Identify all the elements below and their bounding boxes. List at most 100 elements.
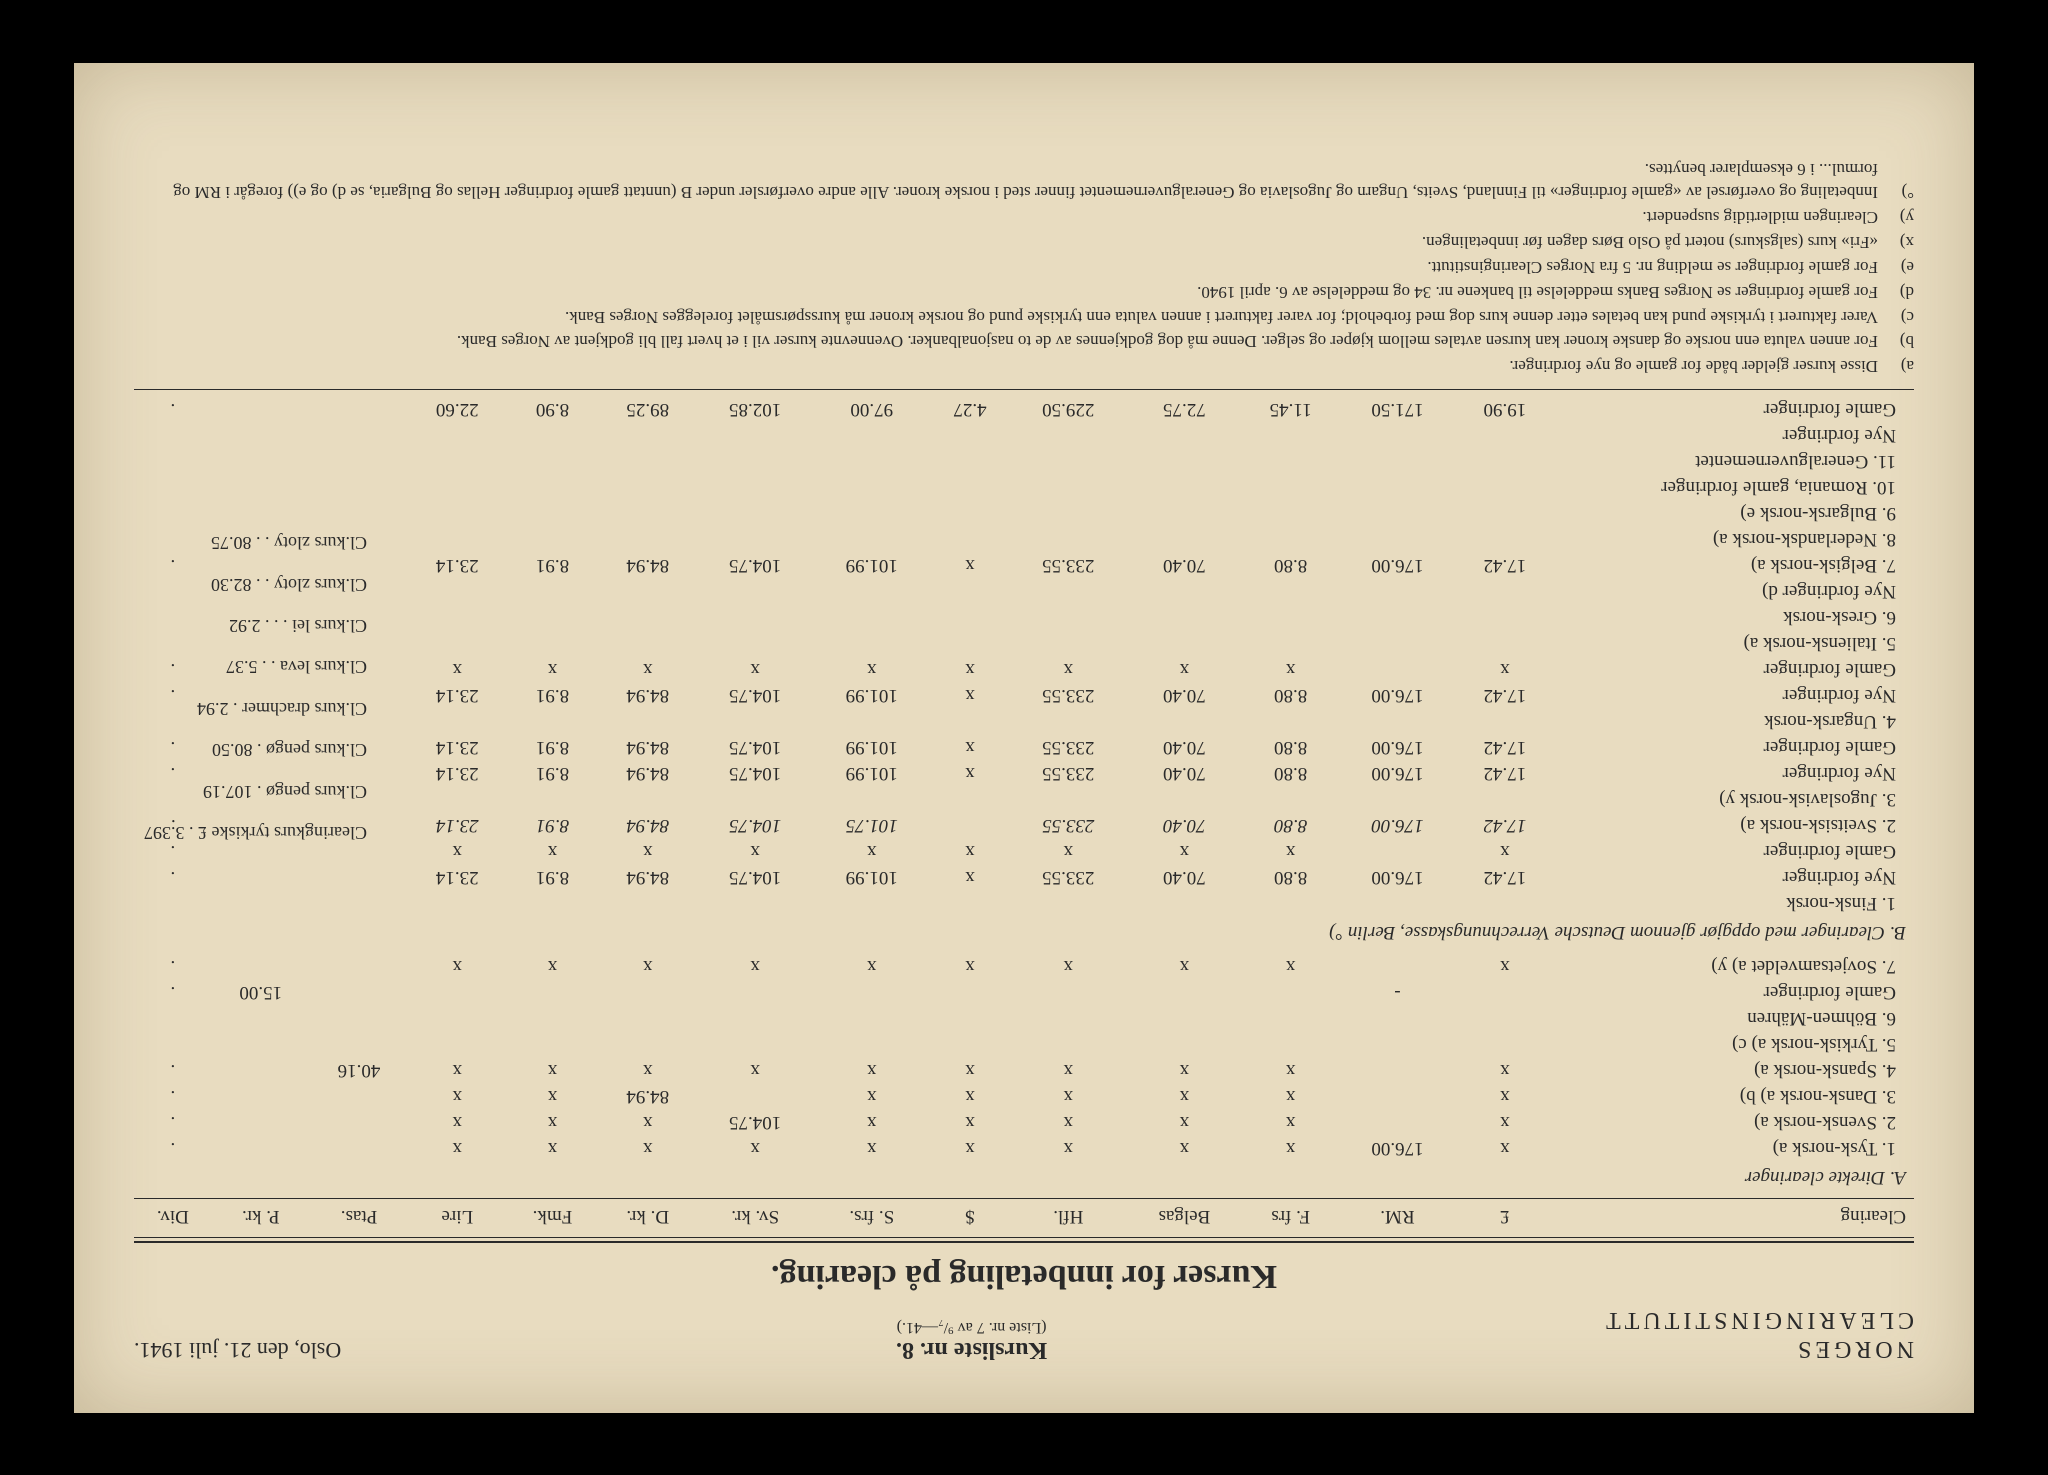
footnote-tag: e) [1878,254,1914,277]
cell: x [506,1135,598,1161]
side-note: Clearingkurs tyrkiske £ . 3.397 [144,811,367,852]
cell: 104.75 [697,760,814,786]
cell [310,1109,408,1135]
row-label: Nye fordringer d) [1554,578,1914,604]
cell: 70.40 [1127,734,1243,760]
cell [1339,1057,1456,1083]
cell [813,474,930,500]
cell: x [1456,1057,1554,1083]
cell [212,474,310,500]
cell [408,526,506,552]
cell [1127,630,1243,656]
footnote-text: «Fri» kurs (salgskurs) notert på Oslo Bø… [1422,229,1878,252]
footnote: °)Innbetaling og overførsel av «gamle fo… [134,156,1914,202]
cell: 11.45 [1242,396,1339,422]
cell [1339,1031,1456,1057]
cell: . [134,396,212,422]
cell: x [697,953,814,979]
cell: 84.94 [599,760,697,786]
table-row: Nye fordringer [134,422,1914,448]
cell: 70.40 [1127,864,1243,890]
cell [408,1005,506,1031]
cell: x [599,838,697,864]
table-row: 4. Spansk-norsk a)xxxxxxxxxx40.16. [134,1057,1914,1083]
cell: x [930,552,1010,578]
cell: x [1127,838,1243,864]
cell [134,1031,212,1057]
liste-number: Kursliste nr. 8. [896,1336,1047,1363]
row-label: 3. Jugoslavisk-norsk y) [1554,786,1914,812]
cell [1456,526,1554,552]
cell: 70.40 [1127,760,1243,786]
side-note: Cl.kurs pengø . 107.19 [144,770,367,811]
cell: 23.14 [408,760,506,786]
footnote-tag: c) [1878,304,1914,327]
cell: x [930,953,1010,979]
cell: . [134,953,212,979]
column-header: Hfl. [1010,1198,1127,1233]
cell: 70.40 [1127,682,1243,708]
cell [1127,890,1243,916]
header: NORGES CLEARINGINSTITUTT Kursliste nr. 8… [134,1305,1914,1363]
cell [813,604,930,630]
cell [1010,786,1127,812]
cell [599,890,697,916]
cell [212,1135,310,1161]
side-note: Cl.kurs lei . . . 2.92 [144,604,367,645]
cell [134,448,212,474]
cell [930,604,1010,630]
cell: 84.94 [599,734,697,760]
cell [506,630,598,656]
footnote-text: Clearingen midlertidig suspendert. [1642,204,1878,227]
cell: 176.00 [1339,552,1456,578]
cell [599,578,697,604]
footnote-text: Disse kurser gjelder både for gamle og n… [1509,354,1878,377]
cell [813,578,930,604]
footnote-text: Varer fakturert i tyrkiske pund kan beta… [565,304,1878,327]
cell: x [930,682,1010,708]
side-note: Cl.kurs zloty . . 80.75 [144,521,367,562]
cell [1456,708,1554,734]
cell [599,448,697,474]
cell: x [506,838,598,864]
cell [212,890,310,916]
column-header: £ [1456,1198,1554,1233]
cell: x [1456,953,1554,979]
cell: x [599,953,697,979]
cell [310,1083,408,1109]
cell [134,890,212,916]
cell: 176.00 [1339,682,1456,708]
cell [1242,708,1339,734]
cell: 101.99 [813,552,930,578]
cell [506,448,598,474]
cell [506,1031,598,1057]
cell: 101.99 [813,864,930,890]
cell [310,396,408,422]
cell [1127,500,1243,526]
cell: x [930,1135,1010,1161]
cell [310,474,408,500]
cell: 101.99 [813,682,930,708]
cell [1010,1031,1127,1057]
cell: 70.40 [1127,812,1243,838]
table-row: 11. Generalguvernementet [134,448,1914,474]
cell [599,500,697,526]
cell: x [408,1083,506,1109]
cell: x [1242,953,1339,979]
cell: x [813,1109,930,1135]
cell: 84.94 [599,812,697,838]
cell [697,1031,814,1057]
cell: x [408,953,506,979]
footnote-text: For gamle fordringer se Norges Banks med… [1197,279,1878,302]
cell: x [1127,1057,1243,1083]
cell: - [1339,979,1456,1005]
cell [1010,448,1127,474]
column-header: D. kr. [599,1198,697,1233]
row-label: 4. Ungarsk-norsk [1554,708,1914,734]
cell: 171.50 [1339,396,1456,422]
footnote: a)Disse kurser gjelder både for gamle og… [134,354,1914,377]
cell: x [1127,1135,1243,1161]
cell [1242,422,1339,448]
row-label: 2. Svensk-norsk a) [1554,1109,1914,1135]
cell: x [1242,1135,1339,1161]
